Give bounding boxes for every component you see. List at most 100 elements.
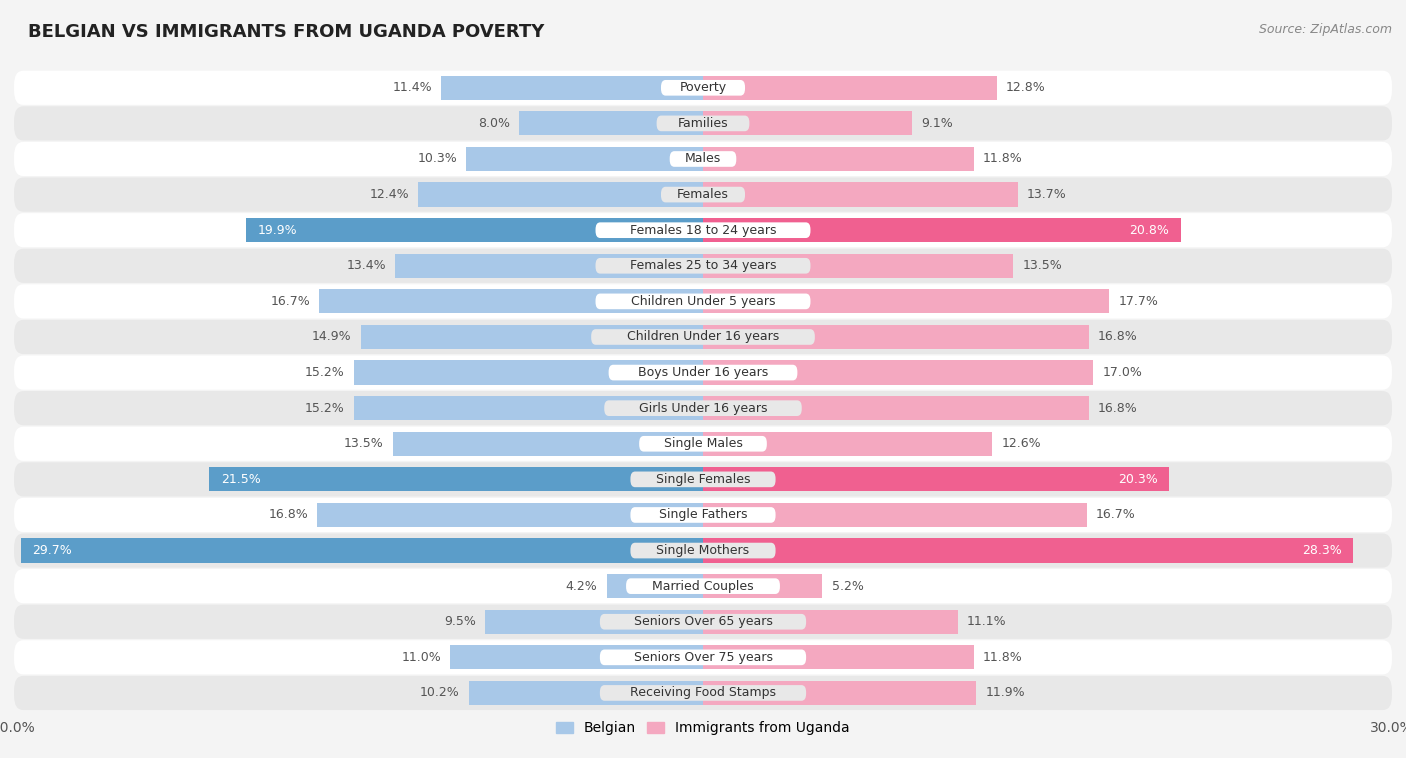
Bar — [392, 431, 703, 456]
Text: 15.2%: 15.2% — [305, 402, 344, 415]
Text: 13.5%: 13.5% — [344, 437, 384, 450]
Bar — [485, 609, 703, 634]
Text: 11.8%: 11.8% — [983, 651, 1024, 664]
Text: 13.7%: 13.7% — [1026, 188, 1067, 201]
Text: 20.8%: 20.8% — [1129, 224, 1170, 236]
Text: Females: Females — [678, 188, 728, 201]
Text: 11.1%: 11.1% — [967, 615, 1007, 628]
Text: 12.4%: 12.4% — [370, 188, 409, 201]
Bar — [703, 431, 993, 456]
FancyBboxPatch shape — [600, 650, 806, 666]
Text: Single Fathers: Single Fathers — [659, 509, 747, 522]
Text: Seniors Over 65 years: Seniors Over 65 years — [634, 615, 772, 628]
Legend: Belgian, Immigrants from Uganda: Belgian, Immigrants from Uganda — [551, 716, 855, 741]
Bar — [361, 325, 703, 349]
FancyBboxPatch shape — [591, 329, 815, 345]
Text: Families: Families — [678, 117, 728, 130]
Text: Poverty: Poverty — [679, 81, 727, 94]
Text: Females 25 to 34 years: Females 25 to 34 years — [630, 259, 776, 272]
Text: 12.6%: 12.6% — [1001, 437, 1042, 450]
Text: 11.0%: 11.0% — [402, 651, 441, 664]
Bar — [519, 111, 703, 136]
Text: 29.7%: 29.7% — [32, 544, 72, 557]
FancyBboxPatch shape — [630, 507, 776, 523]
FancyBboxPatch shape — [14, 605, 1392, 639]
Text: 17.0%: 17.0% — [1102, 366, 1143, 379]
FancyBboxPatch shape — [14, 462, 1392, 496]
Text: Children Under 5 years: Children Under 5 years — [631, 295, 775, 308]
Text: 17.7%: 17.7% — [1119, 295, 1159, 308]
Bar — [21, 538, 703, 562]
FancyBboxPatch shape — [14, 177, 1392, 211]
Text: Single Males: Single Males — [664, 437, 742, 450]
Text: 13.5%: 13.5% — [1022, 259, 1062, 272]
Text: 11.9%: 11.9% — [986, 687, 1025, 700]
Text: 9.1%: 9.1% — [921, 117, 953, 130]
Text: 20.3%: 20.3% — [1118, 473, 1157, 486]
FancyBboxPatch shape — [14, 142, 1392, 176]
Text: BELGIAN VS IMMIGRANTS FROM UGANDA POVERTY: BELGIAN VS IMMIGRANTS FROM UGANDA POVERT… — [28, 23, 544, 41]
Bar — [703, 290, 1109, 314]
FancyBboxPatch shape — [14, 320, 1392, 354]
FancyBboxPatch shape — [14, 249, 1392, 283]
Bar — [703, 574, 823, 598]
Bar — [703, 218, 1181, 243]
Bar — [319, 290, 703, 314]
Bar — [703, 147, 974, 171]
Bar — [703, 76, 997, 100]
Text: Single Mothers: Single Mothers — [657, 544, 749, 557]
Text: 9.5%: 9.5% — [444, 615, 475, 628]
Bar — [703, 538, 1353, 562]
FancyBboxPatch shape — [657, 115, 749, 131]
FancyBboxPatch shape — [605, 400, 801, 416]
Bar — [703, 111, 912, 136]
Text: 16.8%: 16.8% — [1098, 330, 1137, 343]
FancyBboxPatch shape — [14, 676, 1392, 710]
Bar — [246, 218, 703, 243]
Text: 5.2%: 5.2% — [831, 580, 863, 593]
Text: 10.2%: 10.2% — [420, 687, 460, 700]
FancyBboxPatch shape — [14, 498, 1392, 532]
Bar — [441, 76, 703, 100]
FancyBboxPatch shape — [14, 70, 1392, 105]
Text: 11.4%: 11.4% — [392, 81, 432, 94]
Bar — [703, 503, 1087, 527]
Text: Single Females: Single Females — [655, 473, 751, 486]
Text: 4.2%: 4.2% — [565, 580, 598, 593]
FancyBboxPatch shape — [14, 641, 1392, 675]
Text: Receiving Food Stamps: Receiving Food Stamps — [630, 687, 776, 700]
Bar — [703, 396, 1088, 420]
Text: 8.0%: 8.0% — [478, 117, 510, 130]
Text: Girls Under 16 years: Girls Under 16 years — [638, 402, 768, 415]
FancyBboxPatch shape — [661, 186, 745, 202]
FancyBboxPatch shape — [630, 543, 776, 559]
Bar — [209, 467, 703, 491]
FancyBboxPatch shape — [669, 151, 737, 167]
FancyBboxPatch shape — [14, 213, 1392, 247]
Text: 13.4%: 13.4% — [346, 259, 387, 272]
Text: Females 18 to 24 years: Females 18 to 24 years — [630, 224, 776, 236]
Text: 12.8%: 12.8% — [1007, 81, 1046, 94]
Text: 11.8%: 11.8% — [983, 152, 1024, 165]
FancyBboxPatch shape — [14, 356, 1392, 390]
FancyBboxPatch shape — [596, 222, 810, 238]
FancyBboxPatch shape — [14, 284, 1392, 318]
Text: Children Under 16 years: Children Under 16 years — [627, 330, 779, 343]
FancyBboxPatch shape — [596, 293, 810, 309]
Bar — [467, 147, 703, 171]
Bar — [354, 361, 703, 384]
FancyBboxPatch shape — [14, 106, 1392, 140]
Text: 19.9%: 19.9% — [257, 224, 297, 236]
Bar — [703, 681, 976, 705]
FancyBboxPatch shape — [600, 614, 806, 630]
Text: 16.8%: 16.8% — [1098, 402, 1137, 415]
Bar — [703, 609, 957, 634]
FancyBboxPatch shape — [630, 471, 776, 487]
Text: 21.5%: 21.5% — [221, 473, 260, 486]
FancyBboxPatch shape — [14, 427, 1392, 461]
Text: 16.7%: 16.7% — [1095, 509, 1136, 522]
Bar — [354, 396, 703, 420]
FancyBboxPatch shape — [14, 534, 1392, 568]
FancyBboxPatch shape — [14, 391, 1392, 425]
FancyBboxPatch shape — [596, 258, 810, 274]
